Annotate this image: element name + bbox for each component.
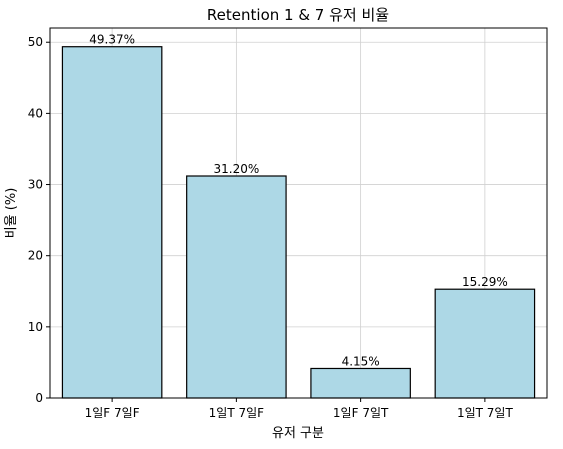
bar xyxy=(186,175,287,399)
bar xyxy=(61,46,163,399)
x-axis-ticks: 1일F 7일F 1일T 7일F 1일F 7일T 1일T 7일T xyxy=(85,398,513,420)
data-label-layer: 49.37% 31.20% 4.15% 15.29% xyxy=(89,33,508,369)
x-tick-label: 1일T 7일F xyxy=(209,406,264,420)
y-tick-label: 20 xyxy=(28,249,43,263)
y-tick-label: 10 xyxy=(28,320,43,334)
x-tick-label: 1일T 7일T xyxy=(457,406,513,420)
bar xyxy=(310,367,411,399)
bar xyxy=(434,288,536,399)
y-tick-label: 30 xyxy=(28,178,43,192)
y-tick-label: 0 xyxy=(35,391,43,405)
bar-value-label: 4.15% xyxy=(342,354,380,368)
x-tick-label: 1일F 7일T xyxy=(333,406,389,420)
plot-frame xyxy=(49,27,548,399)
chart-title: Retention 1 & 7 유저 비율 xyxy=(207,6,389,24)
y-tick-label: 50 xyxy=(28,35,43,49)
bar-value-label: 31.20% xyxy=(213,162,259,176)
y-tick-label: 40 xyxy=(28,106,43,120)
x-axis-label: 유저 구분 xyxy=(272,426,324,441)
x-tick-label: 1일F 7일F xyxy=(85,406,140,420)
y-axis-ticks: 0 10 20 30 40 50 xyxy=(28,35,50,405)
bar-value-label: 49.37% xyxy=(89,33,135,47)
y-axis-label: 비율 (%) xyxy=(4,188,19,239)
bar-value-label: 15.29% xyxy=(462,275,508,289)
bar-layer xyxy=(61,46,536,399)
